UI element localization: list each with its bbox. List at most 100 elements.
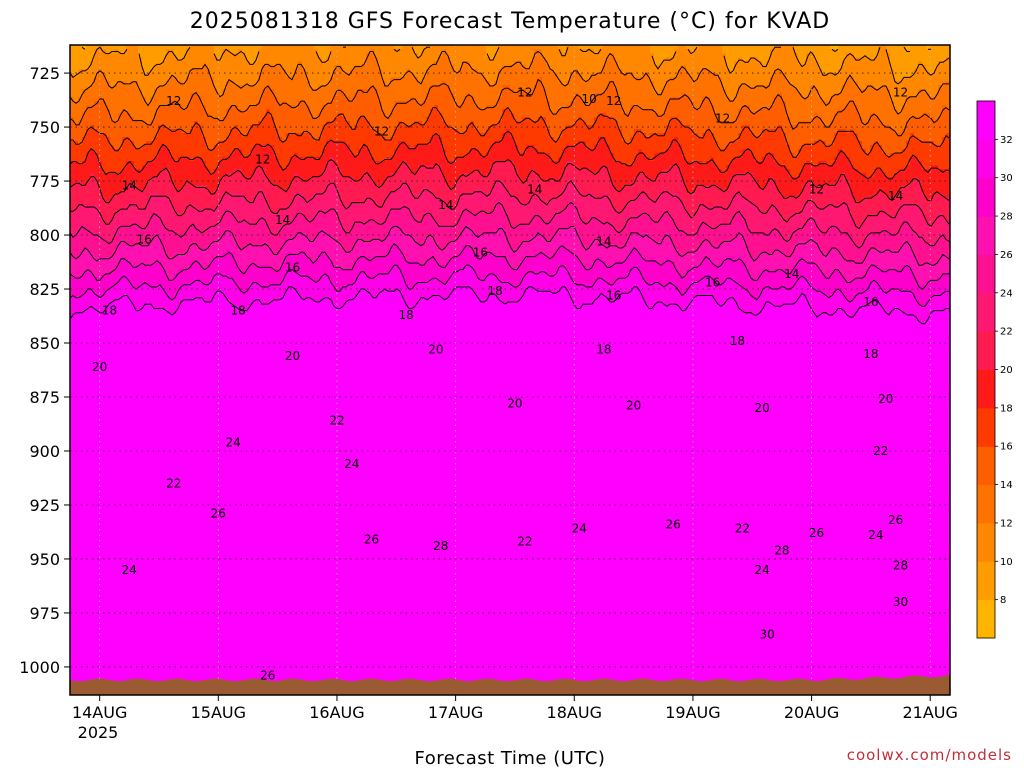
temperature-cell bbox=[178, 437, 183, 442]
temperature-cell bbox=[166, 505, 171, 510]
temperature-cell bbox=[74, 673, 79, 678]
temperature-cell bbox=[146, 189, 151, 194]
temperature-cell bbox=[166, 437, 171, 442]
temperature-cell bbox=[74, 81, 79, 86]
temperature-cell bbox=[170, 369, 175, 374]
temperature-cell bbox=[122, 669, 127, 674]
temperature-cell bbox=[94, 641, 99, 646]
temperature-cell bbox=[142, 517, 147, 522]
temperature-cell bbox=[146, 97, 151, 102]
temperature-cell bbox=[110, 381, 115, 386]
temperature-cell bbox=[86, 325, 91, 330]
temperature-cell bbox=[126, 641, 131, 646]
temperature-cell bbox=[98, 505, 103, 510]
temperature-cell bbox=[82, 313, 87, 318]
temperature-cell bbox=[178, 329, 183, 334]
temperature-cell bbox=[158, 565, 163, 570]
temperature-cell bbox=[154, 421, 159, 426]
temperature-cell bbox=[110, 97, 115, 102]
temperature-cell bbox=[146, 209, 151, 214]
temperature-cell bbox=[166, 517, 171, 522]
temperature-cell bbox=[170, 217, 175, 222]
temperature-cell bbox=[154, 441, 159, 446]
temperature-cell bbox=[82, 209, 87, 214]
temperature-cell bbox=[82, 457, 87, 462]
temperature-cell bbox=[142, 297, 147, 302]
temperature-cell bbox=[146, 277, 151, 282]
temperature-cell bbox=[94, 477, 99, 482]
temperature-cell bbox=[142, 113, 147, 118]
temperature-cell bbox=[154, 353, 159, 358]
temperature-cell bbox=[74, 657, 79, 662]
temperature-cell bbox=[178, 257, 183, 262]
temperature-cell bbox=[74, 589, 79, 594]
temperature-cell bbox=[106, 149, 111, 154]
temperature-cell bbox=[118, 269, 123, 274]
temperature-cell bbox=[134, 369, 139, 374]
temperature-cell bbox=[122, 549, 127, 554]
temperature-cell bbox=[106, 325, 111, 330]
temperature-cell bbox=[134, 417, 139, 422]
temperature-cell bbox=[150, 353, 155, 358]
temperature-cell bbox=[118, 153, 123, 158]
temperature-cell bbox=[174, 173, 179, 178]
temperature-cell bbox=[114, 369, 119, 374]
temperature-cell bbox=[98, 489, 103, 494]
temperature-cell bbox=[102, 525, 107, 530]
temperature-cell bbox=[134, 589, 139, 594]
temperature-cell bbox=[98, 149, 103, 154]
temperature-cell bbox=[166, 493, 171, 498]
temperature-cell bbox=[134, 329, 139, 334]
temperature-cell bbox=[146, 93, 151, 98]
temperature-cell bbox=[138, 641, 143, 646]
temperature-cell bbox=[158, 441, 163, 446]
temperature-cell bbox=[98, 581, 103, 586]
temperature-cell bbox=[146, 421, 151, 426]
temperature-cell bbox=[150, 373, 155, 378]
temperature-cell bbox=[110, 201, 115, 206]
temperature-cell bbox=[118, 605, 123, 610]
temperature-cell bbox=[110, 189, 115, 194]
temperature-cell bbox=[142, 85, 147, 90]
temperature-cell bbox=[90, 593, 95, 598]
temperature-cell bbox=[102, 181, 107, 186]
temperature-cell bbox=[106, 549, 111, 554]
temperature-cell bbox=[134, 301, 139, 306]
temperature-cell bbox=[170, 549, 175, 554]
temperature-cell bbox=[150, 349, 155, 354]
temperature-cell bbox=[106, 505, 111, 510]
temperature-cell bbox=[138, 361, 143, 366]
temperature-cell bbox=[138, 269, 143, 274]
temperature-cell bbox=[78, 157, 83, 162]
temperature-cell bbox=[110, 329, 115, 334]
temperature-cell bbox=[154, 457, 159, 462]
temperature-cell bbox=[118, 437, 123, 442]
temperature-cell bbox=[134, 465, 139, 470]
temperature-cell bbox=[110, 377, 115, 382]
temperature-cell bbox=[98, 661, 103, 666]
temperature-cell bbox=[90, 581, 95, 586]
temperature-cell bbox=[110, 133, 115, 138]
temperature-cell bbox=[154, 605, 159, 610]
temperature-cell bbox=[170, 269, 175, 274]
temperature-cell bbox=[142, 645, 147, 650]
temperature-cell bbox=[174, 313, 179, 318]
temperature-cell bbox=[150, 409, 155, 414]
temperature-cell bbox=[74, 165, 79, 170]
temperature-cell bbox=[162, 493, 167, 498]
temperature-cell bbox=[138, 109, 143, 114]
temperature-cell bbox=[110, 345, 115, 350]
temperature-cell bbox=[114, 405, 119, 410]
temperature-cell bbox=[142, 493, 147, 498]
temperature-cell bbox=[106, 293, 111, 298]
temperature-cell bbox=[150, 329, 155, 334]
temperature-cell bbox=[130, 397, 135, 402]
temperature-cell bbox=[166, 509, 171, 514]
temperature-cell bbox=[154, 529, 159, 534]
temperature-cell bbox=[146, 173, 151, 178]
temperature-cell bbox=[130, 413, 135, 418]
temperature-cell bbox=[114, 65, 119, 70]
temperature-cell bbox=[78, 145, 83, 150]
temperature-cell bbox=[78, 217, 83, 222]
temperature-cell bbox=[86, 337, 91, 342]
